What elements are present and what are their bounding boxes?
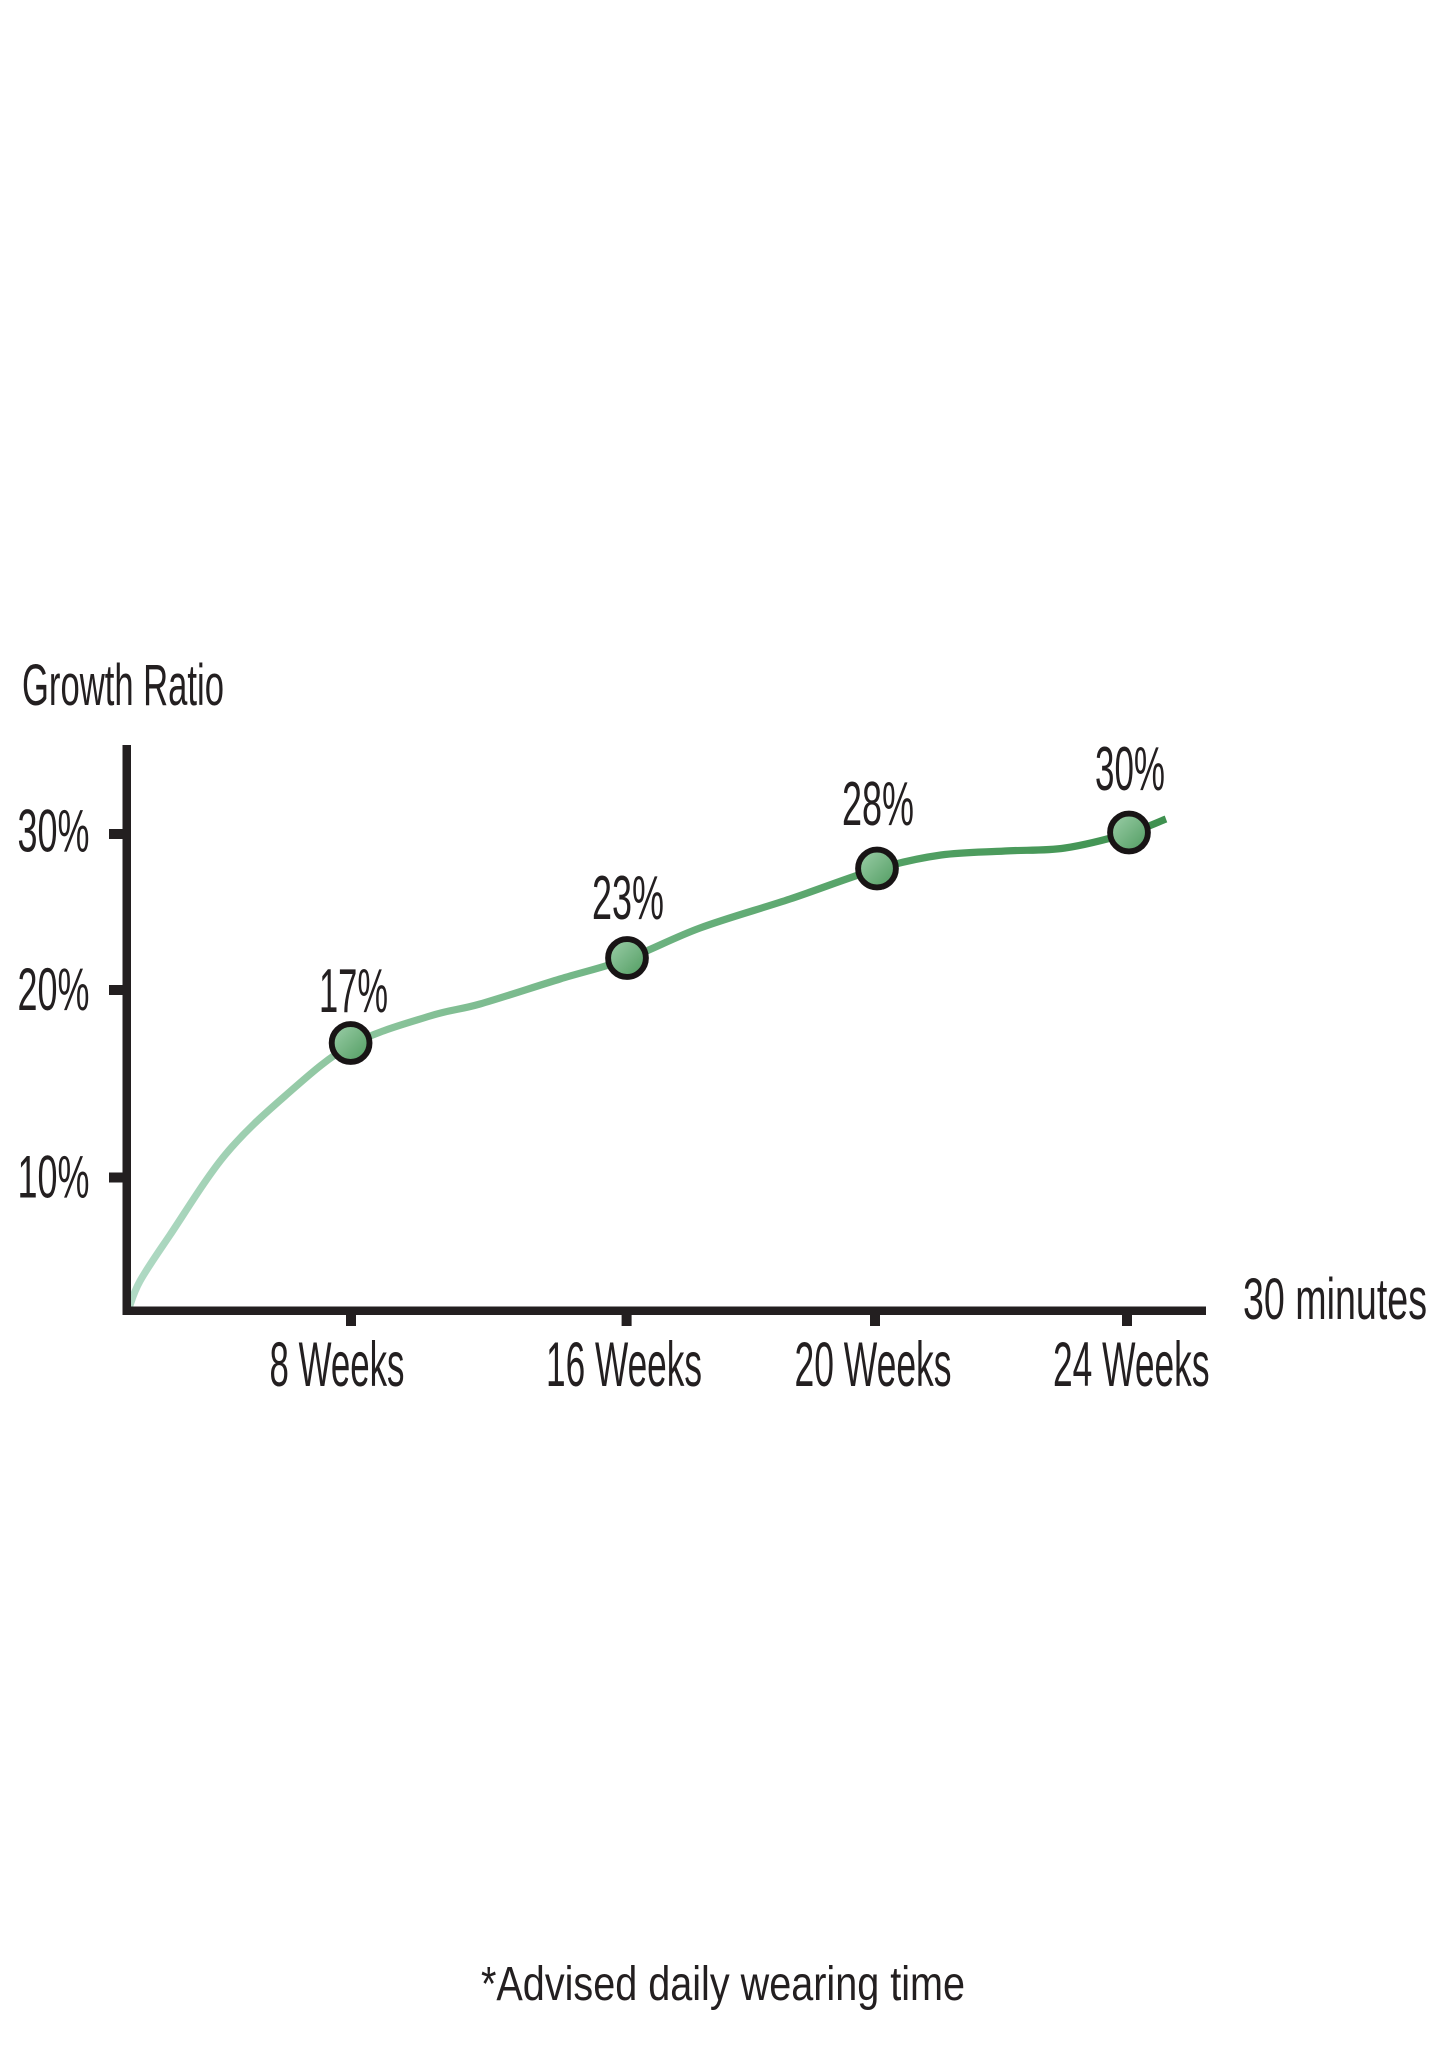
svg-text:Growth Ratio: Growth Ratio (22, 653, 224, 718)
svg-text:8 Weeks: 8 Weeks (270, 1330, 405, 1400)
svg-text:16 Weeks: 16 Weeks (546, 1330, 702, 1400)
svg-text:30 minutes: 30 minutes (1243, 1267, 1427, 1332)
svg-text:24 Weeks: 24 Weeks (1053, 1330, 1210, 1400)
svg-text:23%: 23% (592, 864, 664, 933)
svg-text:30%: 30% (18, 798, 90, 865)
svg-text:20 Weeks: 20 Weeks (795, 1330, 952, 1400)
svg-text:20%: 20% (18, 956, 90, 1023)
svg-text:17%: 17% (319, 957, 388, 1026)
svg-text:30%: 30% (1095, 735, 1165, 804)
svg-text:28%: 28% (842, 770, 914, 839)
svg-text:*Advised daily wearing time: *Advised daily wearing time (481, 1958, 965, 2011)
svg-text:10%: 10% (18, 1144, 90, 1211)
